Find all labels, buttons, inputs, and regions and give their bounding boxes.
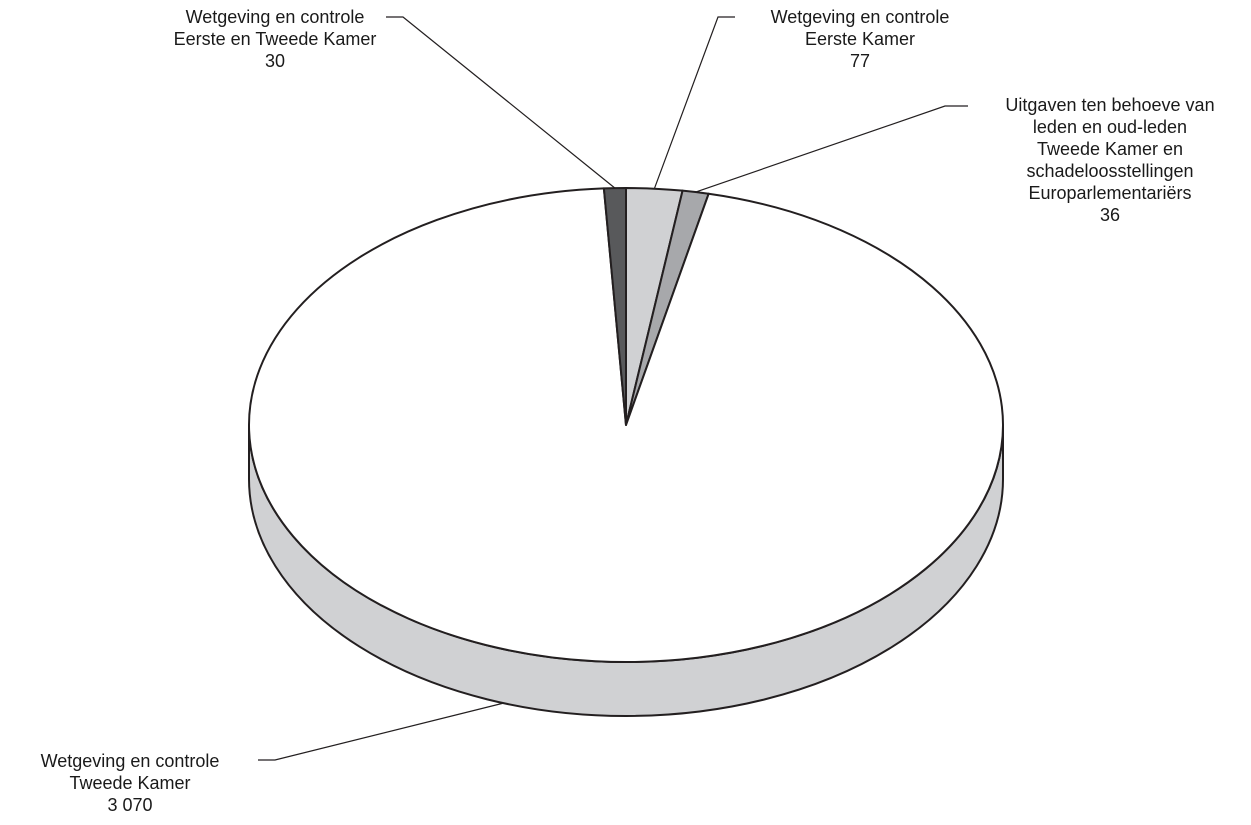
- slice-label-wetgeving-en-controle-tweede-kamer: Wetgeving en controle Tweede Kamer 3 070: [4, 750, 256, 816]
- slice-value: 77: [849, 51, 871, 71]
- leader-line-leden: [695, 105, 968, 193]
- label-line: Wetgeving en controle: [185, 7, 365, 27]
- label-line: Tweede Kamer: [69, 773, 191, 793]
- slice-value: 30: [264, 51, 286, 71]
- leader-line-ektk: [386, 16, 616, 189]
- label-line: Tweede Kamer en: [1036, 139, 1184, 159]
- label-line: schadeloosstellingen: [1026, 161, 1194, 181]
- pie-slices: [248, 187, 1004, 663]
- label-line: Eerste en Tweede Kamer: [173, 29, 377, 49]
- label-line: Uitgaven ten behoeve van: [1005, 95, 1215, 115]
- slice-label-uitgaven-leden: Uitgaven ten behoeve van leden en oud-le…: [972, 94, 1248, 226]
- label-line: Eerste Kamer: [804, 29, 916, 49]
- label-line: Wetgeving en controle: [770, 7, 950, 27]
- leader-line-ek: [653, 16, 735, 189]
- slice-value: 36: [1099, 205, 1121, 225]
- label-line: Wetgeving en controle: [40, 751, 220, 771]
- slice-label-wetgeving-en-controle-eerste-kamer: Wetgeving en controle Eerste Kamer 77: [730, 6, 990, 72]
- label-line: leden en oud-leden: [1032, 117, 1188, 137]
- slice-label-wetgeving-en-controle-eerste-en-tweede-kamer: Wetgeving en controle Eerste en Tweede K…: [140, 6, 410, 72]
- leader-line-tk: [258, 702, 504, 761]
- slice-value: 3 070: [107, 795, 153, 815]
- label-line: Europarlementariërs: [1028, 183, 1192, 203]
- leader-lines: [258, 16, 968, 761]
